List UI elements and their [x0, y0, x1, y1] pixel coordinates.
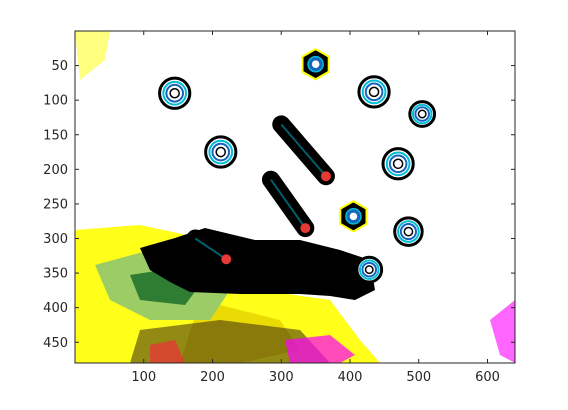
x-tick-label: 100 — [131, 370, 156, 385]
x-tick-label: 300 — [269, 370, 294, 385]
y-tick-label: 450 — [43, 336, 68, 351]
washer — [158, 76, 192, 110]
x-tick-label: 200 — [200, 370, 225, 385]
nut — [301, 47, 330, 81]
y-tick-label: 250 — [43, 197, 68, 212]
noise-region-red — [150, 340, 185, 363]
y-tick-label: 200 — [43, 163, 68, 178]
washer — [357, 75, 391, 109]
y-tick-label: 300 — [43, 232, 68, 247]
y-tick-label: 350 — [43, 267, 68, 282]
y-tick-label: 100 — [43, 94, 68, 109]
x-tick-label: 400 — [338, 370, 363, 385]
bolt — [186, 229, 236, 269]
bolt — [261, 170, 315, 238]
washer — [408, 100, 437, 128]
noise-region-magenta — [285, 300, 515, 363]
y-axis-ticks: 50 100 150 200 250 300 350 400 450 — [43, 59, 515, 351]
washer — [381, 147, 415, 181]
x-tick-label: 600 — [475, 370, 500, 385]
objects-layer — [158, 47, 437, 284]
y-tick-label: 150 — [43, 128, 68, 143]
washer — [355, 255, 384, 284]
x-tick-label: 500 — [406, 370, 431, 385]
washer — [393, 216, 424, 247]
y-tick-label: 50 — [51, 59, 68, 74]
axes-frame — [74, 30, 516, 364]
washer — [204, 135, 238, 169]
nut — [339, 200, 368, 233]
y-tick-label: 400 — [43, 301, 68, 316]
image-plot — [75, 31, 515, 363]
x-axis-ticks: 100 200 300 400 500 600 — [131, 31, 500, 385]
bolt — [272, 115, 335, 186]
